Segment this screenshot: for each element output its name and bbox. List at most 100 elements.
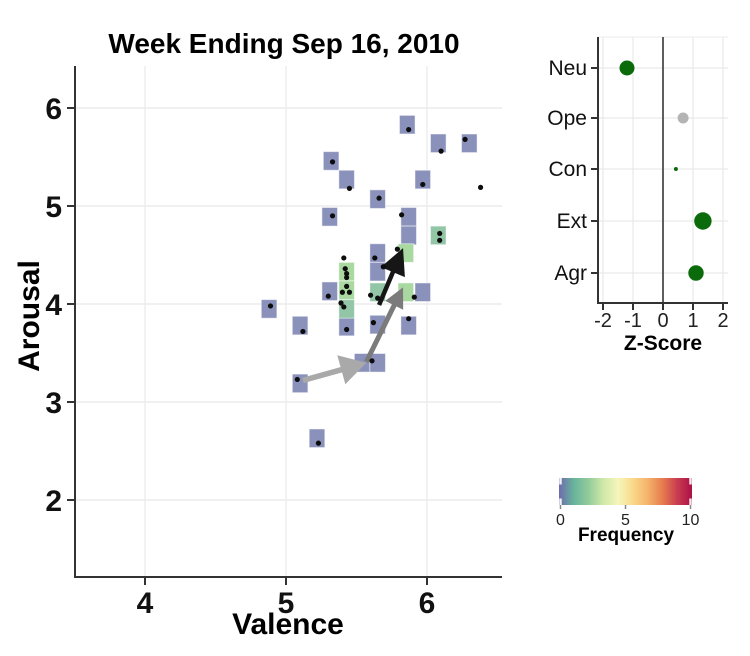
category-label: Agr: [554, 262, 587, 285]
data-point: [380, 264, 386, 270]
zscore-dot: [673, 167, 678, 171]
data-point: [394, 246, 400, 252]
zscore-dot: [619, 60, 635, 76]
bin: [260, 299, 278, 319]
bin: [414, 169, 432, 190]
arrow-shaft: [364, 300, 399, 363]
x-tick-label: 5: [278, 587, 295, 620]
colorbar-bar: [559, 478, 692, 505]
data-point: [300, 328, 306, 335]
data-point: [341, 255, 347, 261]
arrow-head: [337, 355, 367, 385]
data-point: [477, 184, 484, 190]
bin: [338, 316, 355, 337]
data-point: [370, 320, 377, 326]
z-tick-label: 0: [657, 310, 668, 332]
y-axis-label: Arousal: [13, 260, 46, 372]
x-tick-label: 4: [137, 587, 154, 620]
data-point: [437, 237, 443, 243]
z-tick-label: 1: [687, 310, 698, 332]
colorbar-tick-label: 10: [682, 512, 700, 529]
data-point: [346, 289, 353, 295]
main-gridlines: [75, 66, 502, 577]
x-axis-label: Valence: [232, 608, 344, 641]
data-point: [406, 126, 412, 133]
bin: [338, 280, 355, 301]
data-point: [437, 230, 443, 237]
colorbar-end-tick: [689, 498, 692, 505]
bin: [414, 282, 432, 303]
arrow-head: [380, 248, 405, 278]
category-label: Con: [548, 158, 587, 181]
colorbar-end-tick: [559, 498, 562, 505]
zscore-dot: [677, 112, 689, 124]
y-tick-label: 6: [45, 93, 62, 126]
category-label: Ope: [547, 107, 587, 130]
data-point: [372, 255, 378, 261]
colorbar-tick-label: 5: [621, 512, 630, 529]
category-label: Ext: [557, 210, 588, 233]
data-point: [375, 295, 381, 301]
data-point: [325, 293, 331, 299]
y-tick-label: 5: [45, 191, 62, 224]
arrow-head: [385, 287, 404, 310]
category-label: Neu: [548, 57, 587, 80]
data-point: [438, 148, 444, 154]
frequency-bins: [260, 114, 478, 449]
arrow-shaft: [302, 366, 346, 384]
colorbar-tick-label: 0: [556, 512, 565, 529]
bin: [461, 133, 478, 154]
data-point: [376, 195, 382, 201]
data-point: [344, 326, 350, 333]
bin: [369, 353, 386, 373]
z-tick-label: 2: [717, 310, 728, 332]
data-point: [420, 181, 426, 188]
arrow-shaft: [376, 267, 397, 306]
bin: [338, 169, 355, 190]
data-point: [267, 303, 274, 309]
colorbar-end-tick: [559, 478, 562, 485]
zscore-dot: [694, 212, 712, 230]
data-point: [315, 440, 322, 446]
data-point: [369, 358, 375, 364]
bin: [369, 243, 386, 263]
data-point: [294, 376, 300, 383]
z-tick-label: -2: [594, 310, 612, 332]
colorbar-label: Frequency: [577, 525, 675, 546]
data-point: [344, 283, 350, 289]
main-axes: 2 3 4 5 6 4 5 6: [45, 66, 502, 620]
chart-title: Week Ending Sep 16, 2010: [108, 28, 460, 59]
data-point: [344, 274, 350, 281]
y-tick-label: 4: [45, 289, 62, 322]
data-point: [341, 304, 347, 310]
scatter-points: [267, 126, 484, 446]
z-tick-label: -1: [624, 310, 642, 332]
data-point: [462, 136, 468, 142]
data-point: [338, 300, 344, 306]
zscore-dot: [688, 265, 704, 281]
bin: [400, 225, 417, 246]
colorbar-end-tick: [689, 478, 692, 485]
y-tick-label: 2: [45, 485, 62, 518]
data-point: [329, 213, 336, 219]
y-tick-label: 3: [45, 387, 62, 420]
bin: [291, 315, 309, 336]
data-point: [346, 185, 353, 191]
bin: [429, 133, 447, 154]
bin: [321, 206, 339, 227]
colorbar: 0 5 10: [556, 478, 700, 529]
data-point: [344, 271, 350, 277]
data-point: [411, 294, 417, 300]
x-tick-label: 6: [419, 587, 436, 620]
data-point: [329, 159, 336, 165]
data-point: [406, 316, 412, 322]
data-point: [399, 212, 405, 218]
data-point: [339, 289, 345, 295]
zscore-axis-label: Z-Score: [623, 332, 703, 355]
zscore-panel: Neu Ope Con Ext Agr -2 -1 0 1 2: [547, 36, 729, 332]
data-point: [368, 292, 374, 298]
trajectory-arrows: [302, 248, 405, 385]
data-point: [342, 266, 348, 272]
